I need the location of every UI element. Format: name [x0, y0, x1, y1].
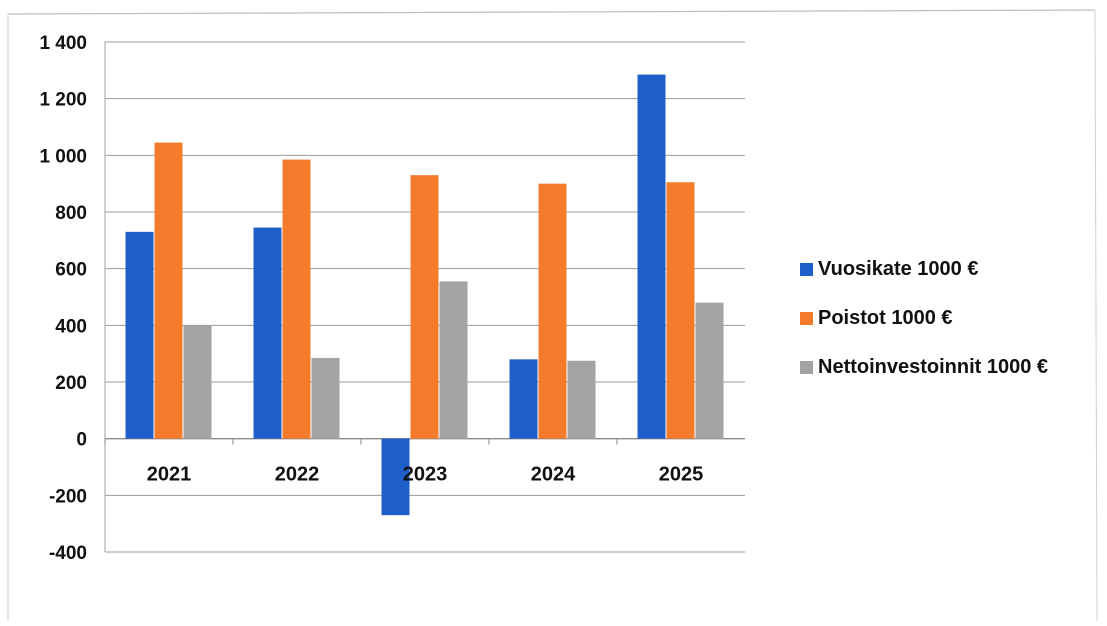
- chart-frame: [7, 9, 1098, 622]
- y-tick-label: 200: [55, 373, 87, 394]
- legend: Vuosikate 1000 € Poistot 1000 € Nettoinves…: [800, 258, 1048, 378]
- bar: [637, 74, 666, 439]
- x-tick-label: 2022: [275, 464, 320, 486]
- frame-right-line: [1094, 9, 1098, 622]
- legend-label: Vuosikate 1000 €: [818, 258, 978, 280]
- bar: [253, 227, 282, 439]
- y-tick-label: 400: [55, 316, 87, 337]
- x-tick-label: 2025: [659, 464, 704, 486]
- y-tick-label: -200: [49, 486, 87, 507]
- x-tick-label: 2024: [531, 464, 576, 486]
- y-tick-label: 1 200: [39, 90, 87, 111]
- bar: [282, 159, 311, 439]
- legend-swatch: [800, 263, 813, 276]
- x-tick-label: 2023: [403, 464, 448, 486]
- bar: [695, 302, 724, 439]
- bar: [538, 183, 567, 439]
- x-tick-label: 2021: [147, 464, 192, 486]
- bar: [666, 182, 695, 439]
- legend-item: Nettoinvestoinnit 1000 €: [800, 356, 1048, 378]
- legend-label: Poistot 1000 €: [818, 307, 953, 329]
- y-tick-label: 600: [55, 260, 87, 281]
- legend-swatch: [800, 312, 813, 325]
- y-tick-label: 800: [55, 203, 87, 224]
- legend-item: Vuosikate 1000 €: [800, 258, 978, 280]
- y-tick-label: -400: [49, 543, 87, 564]
- bar: [567, 360, 596, 439]
- legend-label: Nettoinvestoinnit 1000 €: [818, 356, 1048, 378]
- bar: [381, 438, 410, 516]
- bar: [410, 175, 439, 439]
- bars: [125, 74, 724, 516]
- bar: [311, 357, 340, 439]
- bar: [439, 281, 468, 439]
- bar: [183, 325, 212, 439]
- bar: [154, 142, 183, 439]
- y-axis-ticks: -400 -200 0 200 400 600 800 1 000 1 200 1 400: [39, 33, 87, 564]
- x-axis-ticks: 2021 2022 2023 2024 2025: [147, 464, 704, 486]
- legend-swatch: [800, 361, 813, 374]
- y-tick-label: 0: [76, 430, 87, 451]
- legend-item: Poistot 1000 €: [800, 307, 953, 329]
- bar: [125, 231, 154, 439]
- y-tick-label: 1 400: [39, 33, 87, 54]
- bar: [509, 359, 538, 439]
- frame-top-line: [7, 9, 1096, 15]
- y-tick-label: 1 000: [39, 146, 87, 167]
